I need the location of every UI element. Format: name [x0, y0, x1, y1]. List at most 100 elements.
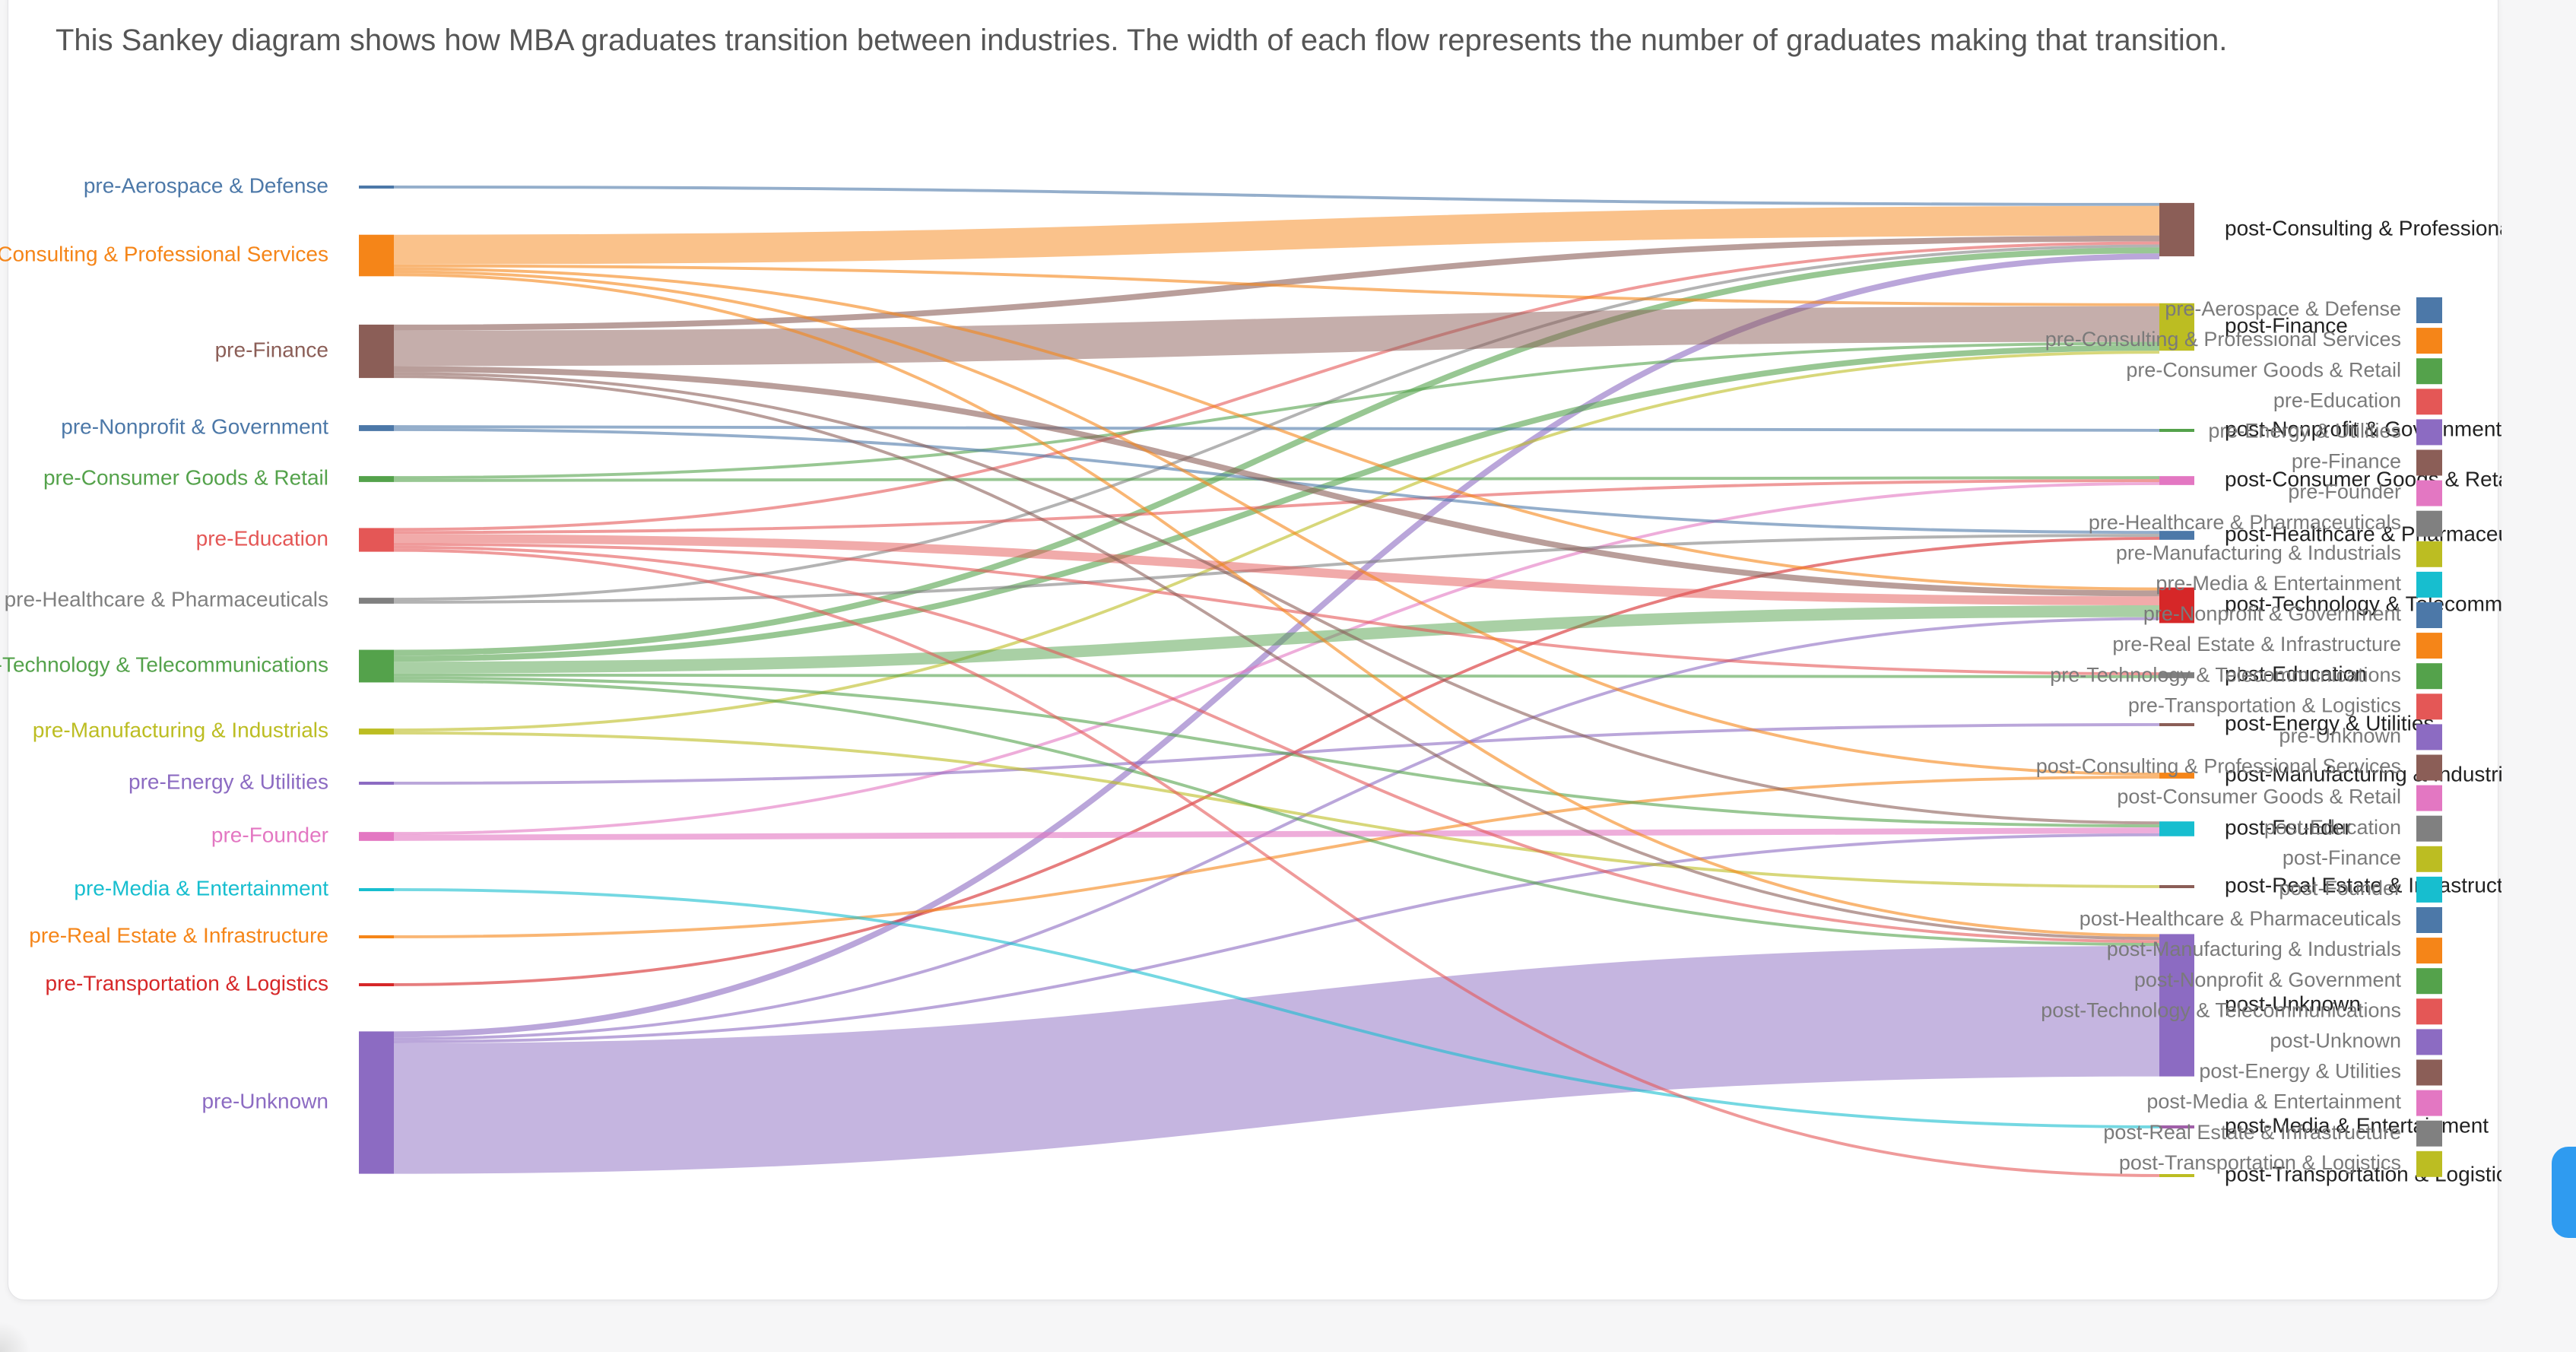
target-node-label: post-Consumer Goods & Retail	[2225, 467, 2520, 490]
legend-entry[interactable]: post-Healthcare & Pharmaceuticals	[2080, 907, 2442, 933]
legend-entry[interactable]: pre-Real Estate & Infrastructure	[2112, 633, 2442, 659]
flow-pre-consulting-and-professional-services-to-post-unknown[interactable]	[393, 273, 2160, 938]
legend-entry[interactable]: pre-Founder	[2288, 480, 2442, 506]
legend-entry[interactable]: post-Manufacturing & Industrials	[2107, 938, 2442, 964]
flow-pre-education-to-post-technology-and-telecommunications[interactable]	[393, 534, 2160, 605]
side-tab-button[interactable]	[2552, 1147, 2576, 1238]
flow-pre-consulting-and-professional-services-to-post-technology-and-telecommunications[interactable]	[393, 267, 2160, 591]
node-post-unknown[interactable]	[2159, 934, 2194, 1077]
node-pre-energy-and-utilities[interactable]	[359, 782, 394, 785]
node-post-finance[interactable]	[2159, 303, 2194, 351]
source-node-label: pre-Technology & Telecommunications	[0, 652, 328, 676]
legend-entry[interactable]: post-Consumer Goods & Retail	[2117, 785, 2442, 811]
node-post-founder[interactable]	[2159, 821, 2194, 836]
node-pre-transportation-and-logistics[interactable]	[359, 983, 394, 986]
legend-entry[interactable]: post-Energy & Utilities	[2199, 1059, 2442, 1086]
flow-pre-technology-and-telecommunications-to-post-finance[interactable]	[393, 344, 2160, 662]
node-pre-founder[interactable]	[359, 832, 394, 841]
legend-label: pre-Technology & Telecommunications	[2050, 663, 2401, 686]
legend-entry[interactable]: post-Finance	[2283, 846, 2442, 872]
flow-pre-education-to-post-education[interactable]	[393, 542, 2160, 675]
node-post-energy-and-utilities[interactable]	[2159, 723, 2194, 726]
legend-entry[interactable]: pre-Finance	[2292, 449, 2442, 476]
flow-pre-finance-to-post-unknown[interactable]	[393, 375, 2160, 941]
flow-pre-finance-to-post-founder[interactable]	[393, 372, 2160, 825]
legend-entry[interactable]: post-Media & Entertainment	[2146, 1090, 2442, 1116]
flow-pre-unknown-to-post-unknown[interactable]	[393, 946, 2160, 1174]
legend-entry[interactable]: pre-Consumer Goods & Retail	[2126, 358, 2442, 385]
flow-pre-technology-and-telecommunications-to-post-education[interactable]	[393, 673, 2160, 678]
legend-entry[interactable]: post-Technology & Telecommunications	[2041, 998, 2442, 1025]
flow-pre-real-estate-and-infrastructure-to-post-manufacturing-and-industrials[interactable]	[393, 776, 2160, 938]
flow-pre-consumer-goods-and-retail-to-post-finance[interactable]	[393, 341, 2160, 479]
flow-pre-education-to-post-transportation-and-logistics[interactable]	[393, 548, 2160, 1177]
legend-entry[interactable]: pre-Unknown	[2279, 724, 2442, 751]
flow-pre-technology-and-telecommunications-to-post-consulting-and-professional-services[interactable]	[393, 247, 2160, 656]
flow-pre-consulting-and-professional-services-to-post-manufacturing-and-industrials[interactable]	[393, 270, 2160, 776]
node-post-consulting-and-professional-services[interactable]	[2159, 202, 2194, 257]
legend-entry[interactable]: post-Unknown	[2270, 1029, 2442, 1055]
node-pre-real-estate-and-infrastructure[interactable]	[359, 935, 394, 938]
node-pre-education[interactable]	[359, 528, 394, 552]
flow-pre-technology-and-telecommunications-to-post-technology-and-telecommunications[interactable]	[393, 605, 2160, 674]
flow-pre-manufacturing-and-industrials-to-post-finance[interactable]	[393, 351, 2160, 732]
flow-pre-unknown-to-post-technology-and-telecommunications[interactable]	[393, 617, 2160, 1041]
flow-pre-unknown-to-post-founder[interactable]	[393, 833, 2160, 1043]
node-pre-manufacturing-and-industrials[interactable]	[359, 728, 394, 735]
node-pre-media-and-entertainment[interactable]	[359, 888, 394, 891]
legend-entry[interactable]: pre-Technology & Telecommunications	[2050, 663, 2442, 690]
legend-entry[interactable]: pre-Media & Entertainment	[2156, 571, 2442, 598]
flow-pre-media-and-entertainment-to-post-media-and-entertainment[interactable]	[393, 888, 2160, 1128]
flow-pre-education-to-post-consulting-and-professional-services[interactable]	[393, 241, 2160, 532]
legend-swatch	[2416, 449, 2442, 476]
node-post-technology-and-telecommunications[interactable]	[2159, 587, 2194, 624]
legend-entry[interactable]: post-Education	[2264, 815, 2442, 842]
node-pre-aerospace-and-defense[interactable]	[359, 186, 394, 189]
flow-pre-technology-and-telecommunications-to-post-founder[interactable]	[393, 676, 2160, 828]
flow-pre-technology-and-telecommunications-to-post-unknown[interactable]	[393, 679, 2160, 946]
legend-entry[interactable]: pre-Aerospace & Defense	[2165, 297, 2442, 323]
node-pre-healthcare-and-pharmaceuticals[interactable]	[359, 598, 394, 604]
legend-entry[interactable]: post-Consulting & Professional Services	[2036, 754, 2442, 781]
node-post-media-and-entertainment[interactable]	[2159, 1125, 2194, 1128]
flow-pre-founder-to-post-founder[interactable]	[393, 827, 2160, 841]
flow-pre-education-to-post-unknown[interactable]	[393, 545, 2160, 944]
flow-pre-education-to-post-consumer-goods-and-retail[interactable]	[393, 479, 2160, 535]
flow-pre-consulting-and-professional-services-to-post-consulting-and-professional-services[interactable]	[393, 205, 2160, 265]
flow-pre-finance-to-post-finance[interactable]	[393, 306, 2160, 367]
legend-entry[interactable]: pre-Energy & Utilities	[2208, 419, 2442, 446]
node-post-nonprofit-and-government[interactable]	[2159, 429, 2194, 432]
legend-entry[interactable]: pre-Nonprofit & Government	[2143, 602, 2442, 628]
node-post-consumer-goods-and-retail[interactable]	[2159, 476, 2194, 485]
flow-pre-consulting-and-professional-services-to-post-finance[interactable]	[393, 264, 2160, 306]
node-pre-finance[interactable]	[359, 324, 394, 379]
node-pre-technology-and-telecommunications[interactable]	[359, 649, 394, 683]
flow-pre-aerospace-and-defense-to-post-consulting-and-professional-services[interactable]	[393, 186, 2160, 206]
node-post-education[interactable]	[2159, 672, 2194, 678]
legend-entry[interactable]: post-Nonprofit & Government	[2134, 968, 2442, 995]
node-pre-consulting-and-professional-services[interactable]	[359, 234, 394, 277]
flow-pre-healthcare-and-pharmaceuticals-to-post-consulting-and-professional-services[interactable]	[393, 244, 2160, 601]
node-post-real-estate-and-infrastructure[interactable]	[2159, 885, 2194, 888]
flow-pre-unknown-to-post-consulting-and-professional-services[interactable]	[393, 253, 2160, 1038]
legend-entry[interactable]: pre-Transportation & Logistics	[2128, 693, 2442, 720]
legend-entry[interactable]: pre-Education	[2273, 389, 2442, 415]
node-post-healthcare-and-pharmaceuticals[interactable]	[2159, 531, 2194, 540]
legend-entry[interactable]: pre-Manufacturing & Industrials	[2116, 541, 2442, 567]
flow-pre-energy-and-utilities-to-post-energy-and-utilities[interactable]	[393, 723, 2160, 785]
node-pre-nonprofit-and-government[interactable]	[359, 425, 394, 431]
legend-entry[interactable]: post-Transportation & Logistics	[2119, 1150, 2442, 1177]
node-pre-unknown[interactable]	[359, 1031, 394, 1174]
legend-entry[interactable]: post-Real Estate & Infrastructure	[2103, 1120, 2442, 1147]
source-node-label: pre-Aerospace & Defense	[84, 173, 328, 197]
legend-entry[interactable]: pre-Healthcare & Pharmaceuticals	[2089, 510, 2442, 537]
flow-pre-finance-to-post-consulting-and-professional-services[interactable]	[393, 235, 2160, 331]
legend-entry[interactable]: post-Founder	[2279, 876, 2442, 903]
node-pre-consumer-goods-and-retail[interactable]	[359, 476, 394, 482]
node-post-manufacturing-and-industrials[interactable]	[2159, 773, 2194, 779]
flow-pre-finance-to-post-technology-and-telecommunications[interactable]	[393, 366, 2160, 597]
node-post-transportation-and-logistics[interactable]	[2159, 1174, 2194, 1177]
flow-pre-manufacturing-and-industrials-to-post-real-estate-and-infrastructure[interactable]	[393, 732, 2160, 888]
legend-entry[interactable]: pre-Consulting & Professional Services	[2045, 328, 2442, 354]
legend-swatch	[2416, 480, 2442, 506]
